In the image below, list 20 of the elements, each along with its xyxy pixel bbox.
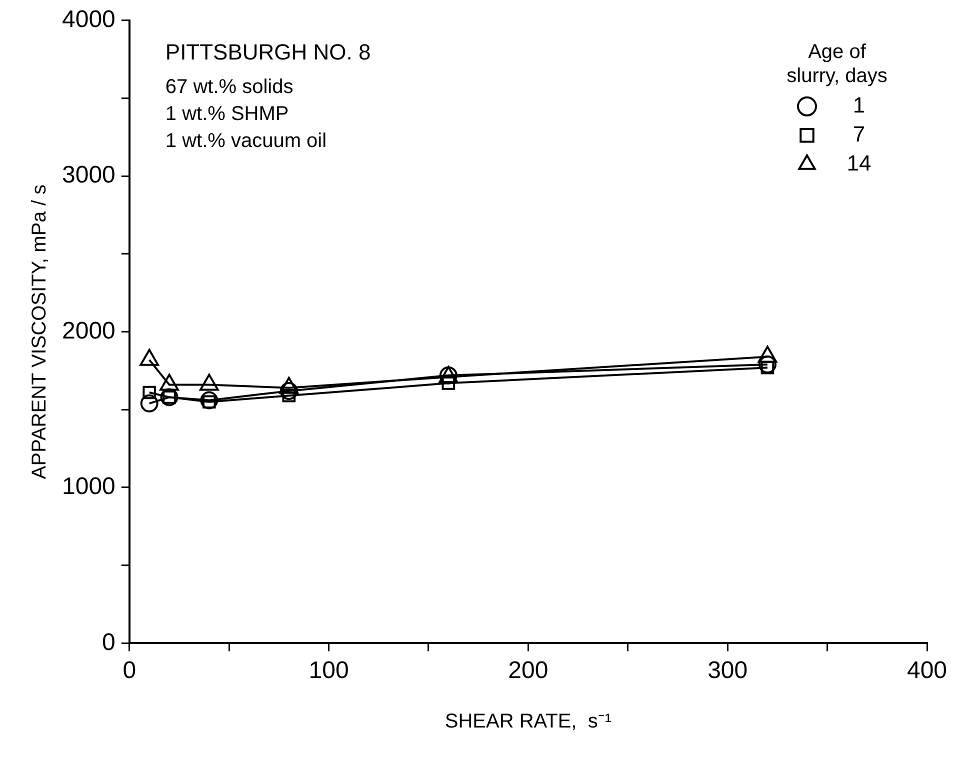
annotation: 67 wt.% solids	[165, 76, 294, 98]
x-axis-title: SHEAR RATE, s⁻¹	[444, 710, 612, 733]
legend-label: 7	[852, 121, 866, 146]
x-tick-label: 200	[508, 657, 548, 684]
y-tick-label: 2000	[62, 317, 116, 344]
y-tick-label: 1000	[62, 473, 116, 500]
y-tick-label: 3000	[62, 162, 116, 189]
y-tick-label: 0	[102, 628, 116, 656]
x-tick-label: 300	[708, 657, 748, 684]
y-axis-title: APPARENT VISCOSITY, mPa / s	[28, 184, 51, 480]
x-tick-label: 400	[906, 657, 948, 684]
x-tick-label: 0	[122, 657, 136, 684]
annotation: 1 wt.% vacuum oil	[165, 130, 327, 152]
annotation: 1 wt.% SHMP	[165, 102, 289, 125]
legend-label: 1	[852, 92, 866, 118]
annotation: PITTSBURGH NO. 8	[165, 39, 371, 64]
legend-label: 14	[846, 150, 872, 176]
legend-title: Age of slurry, days	[786, 40, 888, 87]
x-tick-label: 100	[308, 657, 349, 684]
y-tick-label: 4000	[62, 6, 116, 34]
